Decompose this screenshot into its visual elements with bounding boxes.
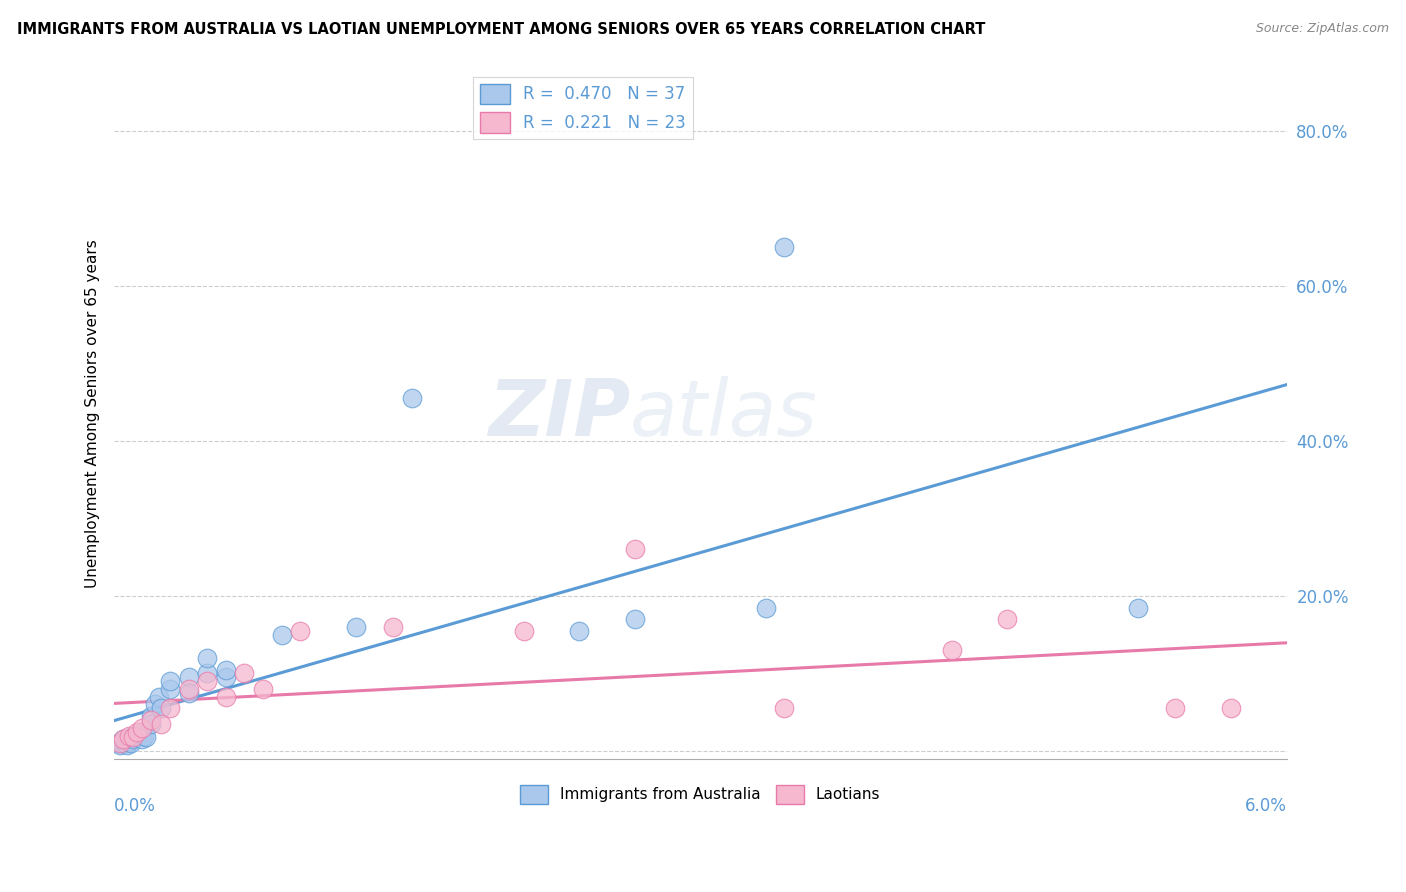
Point — [149, 717, 172, 731]
Point — [132, 729, 155, 743]
Point — [120, 736, 142, 750]
Point — [121, 729, 143, 743]
Point — [773, 701, 796, 715]
Text: ZIP: ZIP — [488, 376, 630, 451]
Point — [118, 735, 141, 749]
Point — [233, 666, 256, 681]
Text: 6.0%: 6.0% — [1244, 797, 1286, 814]
Point — [125, 730, 148, 744]
Point — [195, 674, 218, 689]
Legend: Immigrants from Australia, Laotians: Immigrants from Australia, Laotians — [515, 779, 886, 810]
Point — [159, 674, 181, 689]
Point — [107, 736, 129, 750]
Point — [401, 391, 423, 405]
Point — [115, 738, 138, 752]
Y-axis label: Unemployment Among Seniors over 65 years: Unemployment Among Seniors over 65 years — [86, 239, 100, 588]
Point — [512, 624, 534, 638]
Point — [114, 736, 136, 750]
Point — [290, 624, 312, 638]
Point — [127, 727, 149, 741]
Point — [143, 698, 166, 712]
Point — [177, 681, 200, 696]
Point — [941, 643, 963, 657]
Point — [108, 736, 131, 750]
Point — [1219, 701, 1241, 715]
Point — [159, 701, 181, 715]
Point — [195, 666, 218, 681]
Point — [195, 651, 218, 665]
Point — [131, 732, 153, 747]
Text: 0.0%: 0.0% — [114, 797, 156, 814]
Point — [215, 663, 238, 677]
Point — [270, 628, 292, 642]
Point — [624, 612, 647, 626]
Point — [131, 724, 153, 739]
Point — [149, 701, 172, 715]
Text: atlas: atlas — [630, 376, 818, 451]
Point — [141, 717, 163, 731]
Point — [754, 600, 776, 615]
Point — [177, 670, 200, 684]
Point — [159, 681, 181, 696]
Point — [111, 735, 134, 749]
Point — [118, 729, 141, 743]
Point — [125, 724, 148, 739]
Point — [1126, 600, 1149, 615]
Point — [215, 690, 238, 704]
Point — [108, 738, 131, 752]
Point — [141, 709, 163, 723]
Point — [215, 670, 238, 684]
Text: Source: ZipAtlas.com: Source: ZipAtlas.com — [1256, 22, 1389, 36]
Point — [624, 542, 647, 557]
Point — [148, 690, 170, 704]
Point — [121, 730, 143, 744]
Point — [141, 713, 163, 727]
Point — [121, 732, 143, 747]
Text: IMMIGRANTS FROM AUSTRALIA VS LAOTIAN UNEMPLOYMENT AMONG SENIORS OVER 65 YEARS CO: IMMIGRANTS FROM AUSTRALIA VS LAOTIAN UNE… — [17, 22, 986, 37]
Point — [112, 732, 135, 747]
Point — [1164, 701, 1187, 715]
Point — [344, 620, 367, 634]
Point — [112, 732, 135, 747]
Point — [135, 730, 157, 744]
Point — [997, 612, 1019, 626]
Point — [382, 620, 405, 634]
Point — [177, 686, 200, 700]
Point — [131, 721, 153, 735]
Point — [568, 624, 591, 638]
Point — [773, 240, 796, 254]
Point — [252, 681, 274, 696]
